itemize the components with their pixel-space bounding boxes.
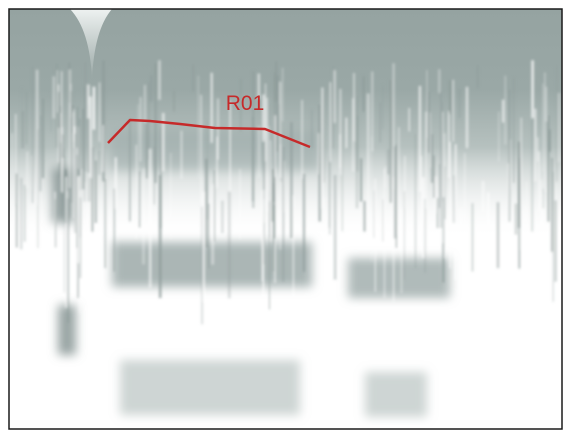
layer bbox=[120, 360, 300, 415]
echogram: R01 bbox=[0, 0, 571, 435]
layer bbox=[348, 258, 450, 298]
page: {"label": "R01"} bbox=[0, 0, 571, 435]
layer bbox=[365, 372, 427, 417]
reflector-label: R01 bbox=[226, 92, 265, 115]
blob bbox=[58, 305, 76, 355]
